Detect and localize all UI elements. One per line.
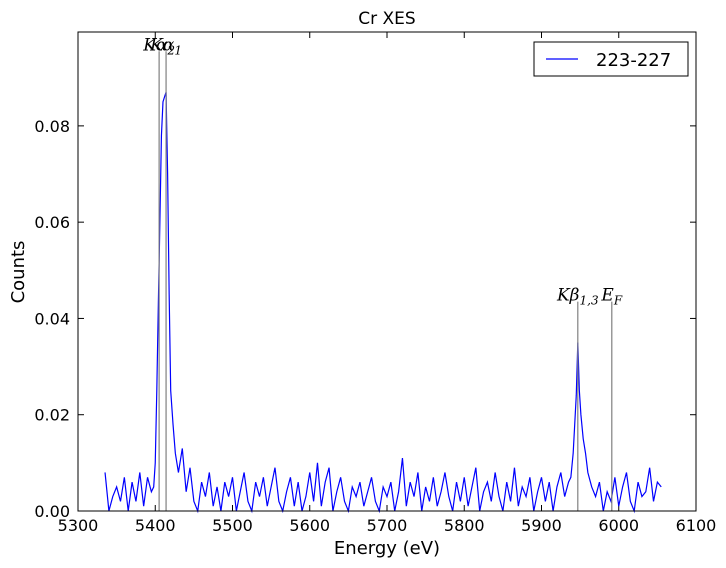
annotation-label: Kα2: [142, 35, 175, 57]
y-tick-label: 0.08: [34, 117, 70, 136]
annotation-label: Kβ1,3: [556, 286, 599, 308]
annotation-subscript: F: [613, 294, 623, 308]
x-tick-label: 6000: [598, 516, 639, 535]
data-line: [104, 91, 662, 514]
annotation-subscript: 1: [174, 43, 182, 57]
x-tick-label: 5700: [367, 516, 408, 535]
x-tick-label: 5800: [444, 516, 485, 535]
x-tick-label: 5900: [521, 516, 562, 535]
x-tick-label: 5600: [289, 516, 330, 535]
legend-label: 223-227: [596, 50, 671, 71]
x-tick-label: 5500: [212, 516, 253, 535]
x-tick-label: 5300: [58, 516, 99, 535]
y-tick-label: 0.00: [34, 502, 70, 521]
y-axis-label: Counts: [8, 241, 29, 304]
annotation-label: Kα1: [149, 35, 182, 57]
x-axis-label: Energy (eV): [334, 538, 440, 559]
annotation-text: Kβ: [556, 286, 580, 306]
x-tick-label: 5400: [135, 516, 176, 535]
annotation-text: Kα: [149, 35, 175, 55]
annotation-subscript: 1,3: [580, 294, 599, 308]
legend: 223-227: [533, 41, 689, 77]
annotation-label: EF: [600, 286, 622, 308]
y-tick-label: 0.02: [34, 406, 70, 425]
x-tick-label: 6100: [676, 516, 717, 535]
annotation-text: E: [600, 286, 614, 306]
y-tick-label: 0.04: [34, 309, 70, 328]
annotation-subscript: 2: [166, 43, 175, 57]
y-tick-label: 0.06: [34, 213, 70, 232]
annotation-text: Kα: [142, 35, 168, 55]
chart-title: Cr XES: [358, 9, 415, 29]
plot-frame: [77, 31, 697, 512]
